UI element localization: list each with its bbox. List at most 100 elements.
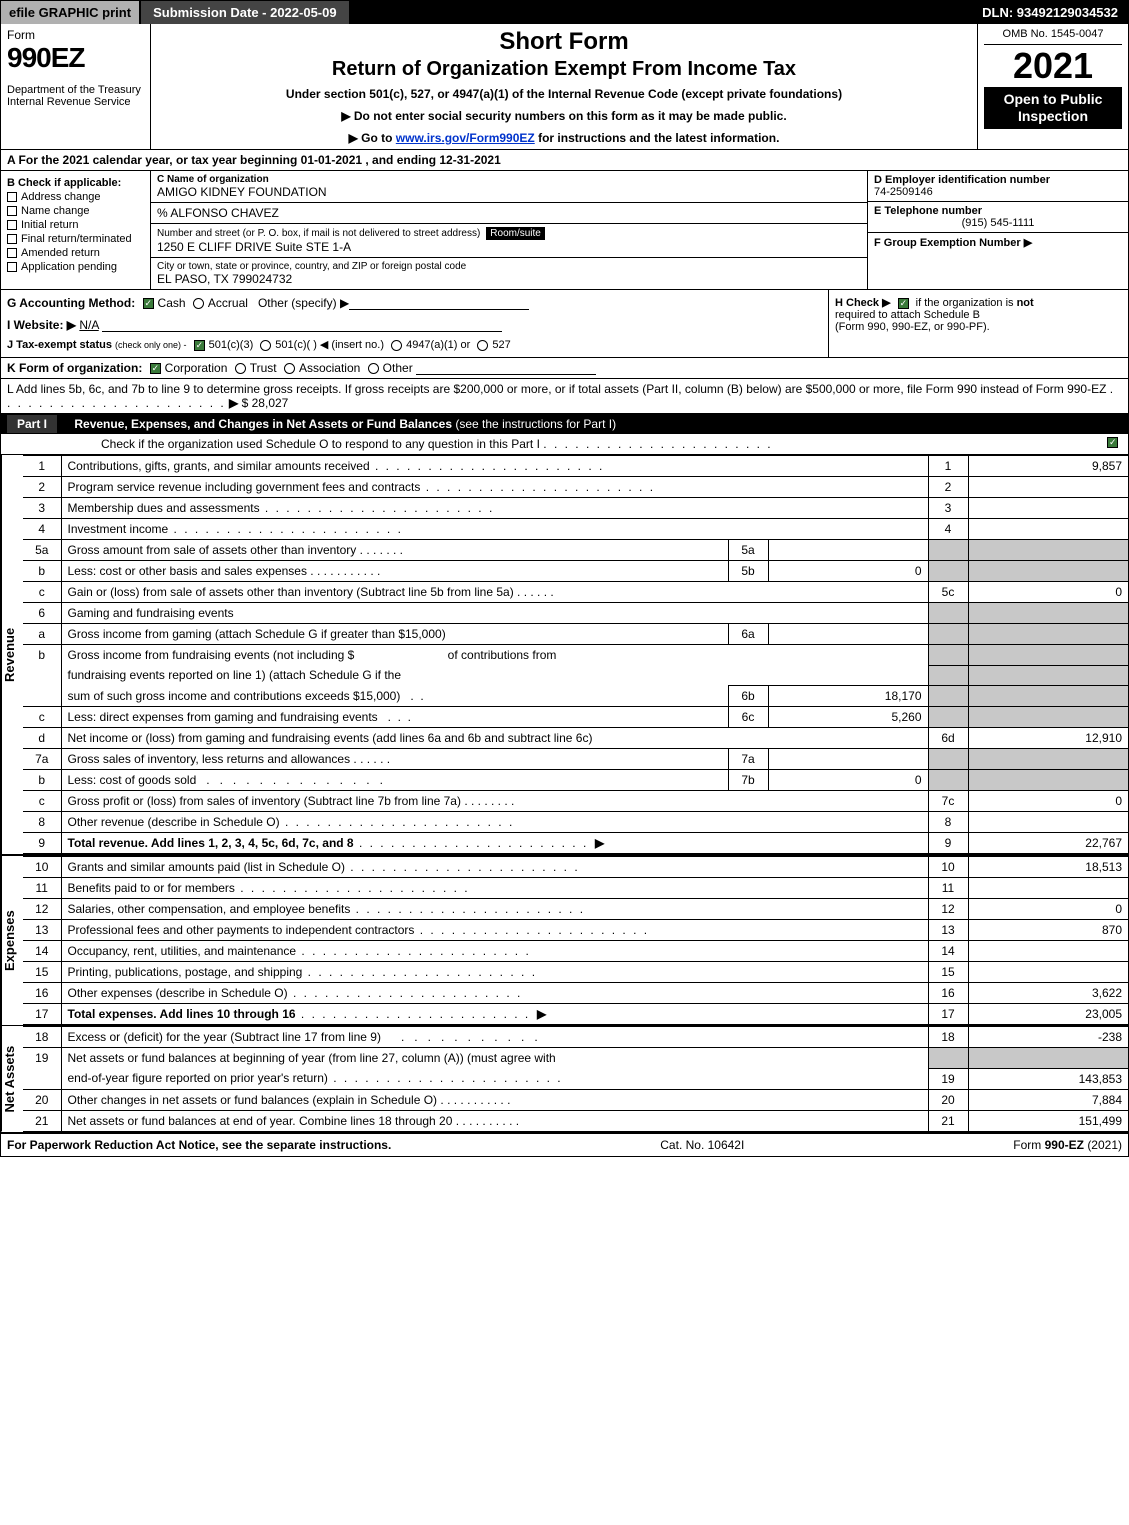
j-501c: 501(c)( ) ◀ (insert no.): [275, 339, 384, 351]
department-label: Department of the Treasury Internal Reve…: [7, 84, 144, 108]
table-row: 18Excess or (deficit) for the year (Subt…: [23, 1027, 1128, 1048]
form-header: Form 990EZ Department of the Treasury In…: [1, 24, 1128, 150]
row-j: J Tax-exempt status (check only one) - 5…: [7, 338, 822, 351]
street-address: 1250 E CLIFF DRIVE Suite STE 1-A: [157, 240, 861, 254]
chk-address-change[interactable]: Address change: [7, 191, 144, 203]
k-corp: Corporation: [165, 361, 228, 375]
j-527: 527: [492, 339, 510, 351]
table-row: bLess: cost of goods sold . . . . . . . …: [23, 770, 1128, 791]
header-right: OMB No. 1545-0047 2021 Open to Public In…: [978, 24, 1128, 149]
row-k: K Form of organization: Corporation Trus…: [1, 358, 1128, 379]
chk-amended-return[interactable]: Amended return: [7, 247, 144, 259]
group-exemption-cell: F Group Exemption Number ▶: [868, 233, 1128, 252]
org-name-cell: C Name of organization AMIGO KIDNEY FOUN…: [151, 171, 867, 203]
header-left: Form 990EZ Department of the Treasury In…: [1, 24, 151, 149]
expenses-table: 10Grants and similar amounts paid (list …: [23, 856, 1128, 1025]
checkbox-icon: [7, 220, 17, 230]
chk-527[interactable]: [477, 340, 488, 351]
row-g: G Accounting Method: Cash Accrual Other …: [7, 296, 822, 310]
chk-association[interactable]: [284, 363, 295, 374]
part1-check-text: Check if the organization used Schedule …: [101, 437, 540, 451]
chk-cash[interactable]: [143, 298, 154, 309]
chk-application-pending[interactable]: Application pending: [7, 261, 144, 273]
care-of: % ALFONSO CHAVEZ: [157, 206, 861, 220]
k-assoc: Association: [299, 361, 360, 375]
goto-suffix: for instructions and the latest informat…: [538, 131, 779, 145]
table-row: cLess: direct expenses from gaming and f…: [23, 707, 1128, 728]
ein-cell: D Employer identification number 74-2509…: [868, 171, 1128, 202]
col-gij: G Accounting Method: Cash Accrual Other …: [1, 290, 828, 357]
table-row: 16Other expenses (describe in Schedule O…: [23, 983, 1128, 1004]
chk-name-change[interactable]: Name change: [7, 205, 144, 217]
table-row: sum of such gross income and contributio…: [23, 686, 1128, 707]
k-other-blank: [416, 363, 596, 375]
expenses-sidebar: Expenses: [1, 856, 23, 1025]
row-i: I Website: ▶ N/A: [7, 318, 822, 332]
chk-h[interactable]: [898, 298, 909, 309]
chk-501c[interactable]: [260, 340, 271, 351]
footer-right: Form 990-EZ (2021): [1013, 1138, 1122, 1152]
l-text: L Add lines 5b, 6c, and 7b to line 9 to …: [7, 382, 1106, 396]
table-row: 17Total expenses. Add lines 10 through 1…: [23, 1004, 1128, 1025]
form-number: 990EZ: [7, 42, 144, 74]
table-row: 6Gaming and fundraising events: [23, 603, 1128, 624]
checkbox-icon: [7, 248, 17, 258]
section-bcd: B Check if applicable: Address change Na…: [1, 171, 1128, 290]
tel-cell: E Telephone number (915) 545-1111: [868, 202, 1128, 233]
chk-other-org[interactable]: [368, 363, 379, 374]
table-row: 12Salaries, other compensation, and empl…: [23, 899, 1128, 920]
revenue-table: 1Contributions, gifts, grants, and simil…: [23, 455, 1128, 854]
table-row: 13Professional fees and other payments t…: [23, 920, 1128, 941]
room-suite-label: Room/suite: [486, 227, 545, 240]
row-l: L Add lines 5b, 6c, and 7b to line 9 to …: [1, 379, 1128, 414]
dots-icon: [543, 437, 772, 451]
column-c: C Name of organization AMIGO KIDNEY FOUN…: [151, 171, 868, 289]
chk-501c3[interactable]: [194, 340, 205, 351]
j-4947: 4947(a)(1) or: [406, 339, 470, 351]
chk-accrual[interactable]: [193, 298, 204, 309]
subtitle-section: Under section 501(c), 527, or 4947(a)(1)…: [161, 87, 967, 101]
arrow-icon: ▶: [229, 396, 238, 410]
table-row: 1Contributions, gifts, grants, and simil…: [23, 456, 1128, 477]
topbar-spacer: [351, 1, 973, 24]
netassets-sidebar: Net Assets: [1, 1026, 23, 1132]
chk-trust[interactable]: [235, 363, 246, 374]
table-row: 14Occupancy, rent, utilities, and mainte…: [23, 941, 1128, 962]
city-cell: City or town, state or province, country…: [151, 258, 867, 289]
omb-number: OMB No. 1545-0047: [984, 28, 1122, 45]
j-501c3: 501(c)(3): [209, 339, 254, 351]
table-row: bGross income from fundraising events (n…: [23, 645, 1128, 666]
chk-final-return[interactable]: Final return/terminated: [7, 233, 144, 245]
k-trust: Trust: [250, 361, 277, 375]
city-state-zip: EL PASO, TX 799024732: [157, 272, 861, 286]
table-row: 2Program service revenue including gover…: [23, 477, 1128, 498]
addr-label: Number and street (or P. O. box, if mail…: [157, 228, 480, 239]
other-method-blank: [349, 298, 529, 310]
efile-print-button[interactable]: efile GRAPHIC print: [1, 1, 141, 24]
top-bar: efile GRAPHIC print Submission Date - 20…: [1, 1, 1128, 24]
part1-header: Part I Revenue, Expenses, and Changes in…: [1, 414, 1128, 434]
chk-corporation[interactable]: [150, 363, 161, 374]
tax-year: 2021: [984, 45, 1122, 87]
chk-4947[interactable]: [391, 340, 402, 351]
table-row: cGain or (loss) from sale of assets othe…: [23, 582, 1128, 603]
row-a-tax-year: A For the 2021 calendar year, or tax yea…: [1, 150, 1128, 171]
org-name: AMIGO KIDNEY FOUNDATION: [157, 185, 861, 199]
website-value: N/A: [79, 318, 98, 332]
section-gh: G Accounting Method: Cash Accrual Other …: [1, 290, 1128, 358]
j-label: J Tax-exempt status: [7, 339, 112, 351]
table-row: fundraising events reported on line 1) (…: [23, 665, 1128, 686]
checkbox-icon: [7, 234, 17, 244]
chk-initial-return[interactable]: Initial return: [7, 219, 144, 231]
h-label: H Check ▶: [835, 297, 891, 309]
irs-link[interactable]: www.irs.gov/Form990EZ: [396, 131, 535, 145]
table-row: 10Grants and similar amounts paid (list …: [23, 857, 1128, 878]
j-sub: (check only one) -: [115, 340, 187, 350]
table-row: 4Investment income4: [23, 519, 1128, 540]
chk-schedule-o[interactable]: [1107, 437, 1118, 448]
group-exemption-label: F Group Exemption Number ▶: [874, 236, 1122, 249]
goto-link-row: ▶ Go to www.irs.gov/Form990EZ for instru…: [161, 131, 967, 145]
city-label: City or town, state or province, country…: [157, 261, 861, 272]
table-row: 20Other changes in net assets or fund ba…: [23, 1089, 1128, 1110]
column-b: B Check if applicable: Address change Na…: [1, 171, 151, 289]
